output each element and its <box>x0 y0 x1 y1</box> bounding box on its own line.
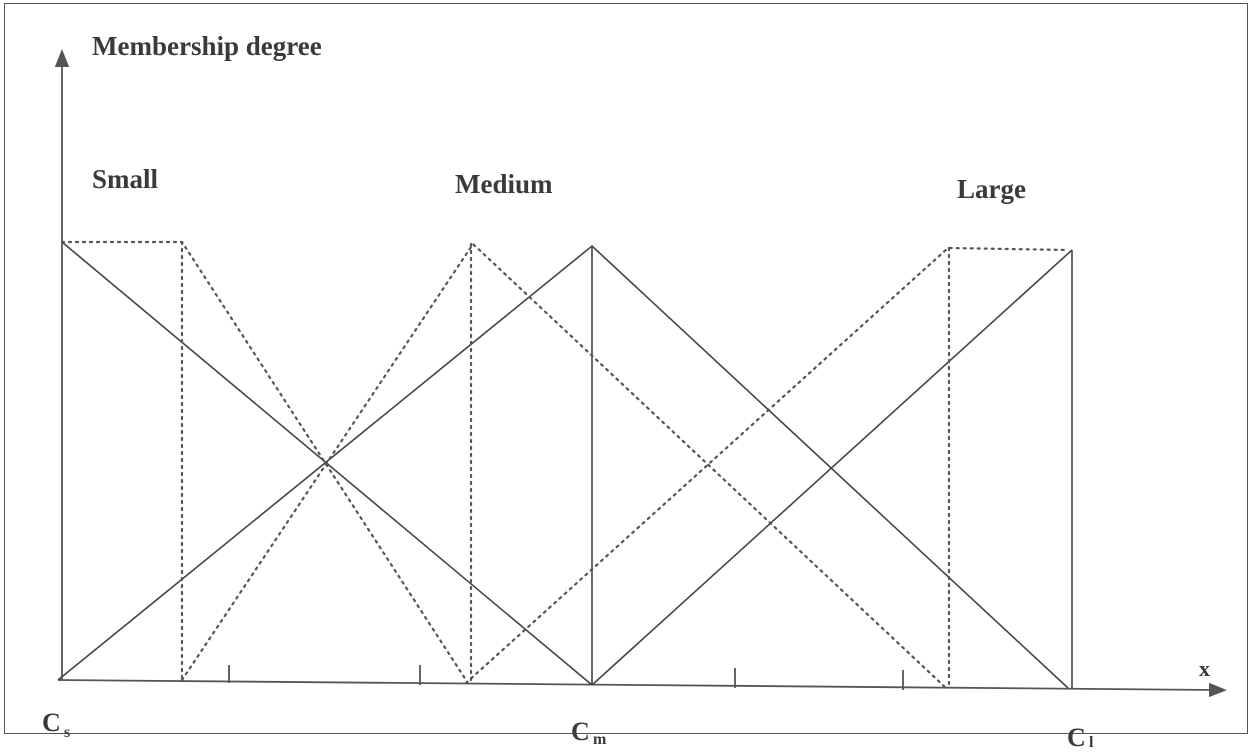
x-axis-label: x <box>1199 656 1210 681</box>
large-dotted-trapezoid <box>464 246 1070 685</box>
medium-dotted-triangle <box>180 242 948 690</box>
cs-main: C <box>42 708 61 737</box>
small-dotted-trapezoid <box>60 240 468 682</box>
cs-sub: s <box>64 724 70 741</box>
cm-sub: m <box>593 731 607 748</box>
cm-main: C <box>571 717 590 746</box>
cl-main: C <box>1067 723 1086 752</box>
medium-label: Medium <box>455 169 553 199</box>
medium-solid-triangle <box>57 244 1069 689</box>
y-axis-label: Membership degree <box>92 31 322 61</box>
figure-frame <box>4 3 1248 734</box>
point-label-cm: C m <box>571 717 607 748</box>
point-label-cl: C l <box>1067 723 1094 752</box>
large-solid-line <box>591 249 1073 686</box>
cl-sub: l <box>1089 734 1094 751</box>
point-label-cs: C s <box>42 708 70 741</box>
large-label: Large <box>957 174 1026 204</box>
x-axis <box>57 679 1227 698</box>
small-label: Small <box>92 164 159 194</box>
